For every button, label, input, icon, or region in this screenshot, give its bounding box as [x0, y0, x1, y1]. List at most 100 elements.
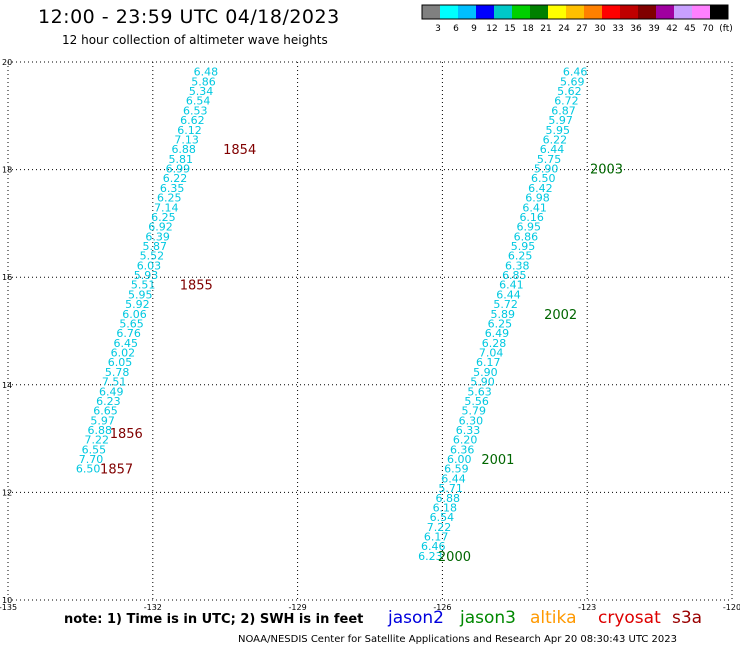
grid: [7, 61, 733, 601]
legend-label: 33: [612, 24, 623, 34]
swh-value: 6.50: [531, 172, 556, 185]
swh-value: 6.88: [435, 492, 460, 505]
swh-value: 6.85: [502, 269, 527, 282]
y-tick-label: 20: [2, 58, 12, 67]
legend-swatch: [458, 5, 476, 19]
swh-value: 5.97: [90, 414, 115, 427]
legend-label: 45: [684, 24, 695, 34]
swh-value: 6.39: [145, 230, 170, 243]
swh-value: 5.56: [464, 395, 489, 408]
swh-value: 7.22: [427, 521, 452, 534]
page-subtitle: 12 hour collection of altimeter wave hei…: [62, 33, 328, 47]
legend-swatch: [530, 5, 548, 19]
swh-value: 5.95: [128, 288, 153, 301]
legend-swatch: [566, 5, 584, 19]
swh-value: 6.12: [177, 124, 202, 137]
swh-value: 5.34: [189, 85, 214, 98]
footer-note: note: 1) Time is in UTC; 2) SWH is in fe…: [64, 612, 364, 627]
swh-value: 5.79: [462, 405, 487, 418]
time-label: 1857: [100, 463, 133, 478]
legend-swatch: [512, 5, 530, 19]
swh-value: 6.36: [450, 443, 475, 456]
x-tick-label: -120: [723, 603, 740, 612]
swh-value: 5.95: [511, 240, 536, 253]
legend-swatch: [548, 5, 566, 19]
swh-value: 6.88: [87, 424, 112, 437]
swh-value: 5.65: [119, 317, 144, 330]
swh-value: 6.59: [444, 463, 469, 476]
swh-value: 6.62: [180, 114, 205, 127]
mission-jason2: jason2: [388, 608, 444, 628]
swh-value: 6.54: [430, 511, 455, 524]
swh-value: 6.87: [551, 104, 576, 117]
swh-value: 5.97: [548, 114, 573, 127]
mission-jason3: jason3: [460, 608, 516, 628]
swh-value: 6.41: [499, 279, 524, 292]
swh-value: 5.89: [490, 308, 515, 321]
legend-label: 27: [576, 24, 587, 34]
swh-value: 6.72: [554, 95, 579, 108]
swh-value: 6.30: [459, 414, 484, 427]
swh-value: 6.88: [171, 143, 196, 156]
swh-value: 5.81: [169, 153, 194, 166]
swh-value: 6.46: [421, 540, 446, 553]
swh-value: 6.92: [148, 221, 173, 234]
y-tick-label: 16: [2, 273, 12, 282]
legend-label: 42: [666, 24, 677, 34]
swh-value: 5.52: [140, 250, 165, 263]
swh-value: 5.90: [534, 163, 559, 176]
legend-label: 21: [540, 24, 551, 34]
swh-value: 5.78: [105, 366, 130, 379]
swh-value: 6.45: [114, 337, 139, 350]
swh-value: 6.44: [441, 472, 466, 485]
swh-value: 5.75: [537, 153, 562, 166]
legend-swatch: [602, 5, 620, 19]
legend-swatch: [620, 5, 638, 19]
swh-value: 6.03: [137, 259, 162, 272]
swh-value: 7.14: [154, 201, 179, 214]
legend-swatch: [440, 5, 458, 19]
swh-value: 5.71: [438, 482, 463, 495]
mission-altika: altika: [530, 608, 577, 628]
swh-value: 5.90: [473, 366, 498, 379]
legend-label: (ft): [719, 24, 733, 34]
swh-value: 5.63: [467, 385, 492, 398]
swh-value: 6.53: [183, 104, 208, 117]
swh-value: 5.72: [493, 298, 518, 311]
swh-value: 6.25: [488, 317, 513, 330]
mission-cryosat: cryosat: [598, 608, 661, 628]
swh-value: 6.95: [517, 221, 542, 234]
time-label: 2000: [438, 550, 471, 565]
swh-value: 6.25: [508, 250, 533, 263]
legend-swatch: [422, 5, 440, 19]
swh-value: 6.49: [99, 385, 124, 398]
swh-value: 7.22: [85, 434, 110, 447]
legend-label: 9: [471, 24, 477, 34]
legend-swatch: [494, 5, 512, 19]
legend-label: 24: [558, 24, 570, 34]
legend-swatch: [692, 5, 710, 19]
swh-value: 6.22: [543, 133, 568, 146]
swh-value: 6.33: [456, 424, 481, 437]
swh-value: 6.50: [76, 463, 101, 476]
legend-label: 70: [702, 24, 714, 34]
legend-swatch: [710, 5, 728, 19]
legend-swatch: [476, 5, 494, 19]
swh-value: 6.00: [447, 453, 472, 466]
swh-value: 6.38: [505, 259, 530, 272]
x-tick-label: -123: [578, 603, 596, 612]
swh-value: 6.35: [160, 182, 185, 195]
swh-value: 5.51: [131, 279, 156, 292]
time-label: 2002: [544, 308, 577, 323]
legend-label: 15: [504, 24, 515, 34]
mission-s3a: s3a: [672, 608, 703, 628]
swh-value: 6.06: [122, 308, 147, 321]
legend-label: 12: [486, 24, 497, 34]
swh-value: 6.86: [514, 230, 539, 243]
swh-value: 5.93: [134, 269, 159, 282]
swh-value: 6.76: [116, 327, 141, 340]
time-label: 1854: [223, 143, 256, 158]
swh-value: 6.48: [194, 66, 219, 79]
swh-value: 6.54: [186, 95, 211, 108]
swh-value: 6.05: [108, 356, 133, 369]
